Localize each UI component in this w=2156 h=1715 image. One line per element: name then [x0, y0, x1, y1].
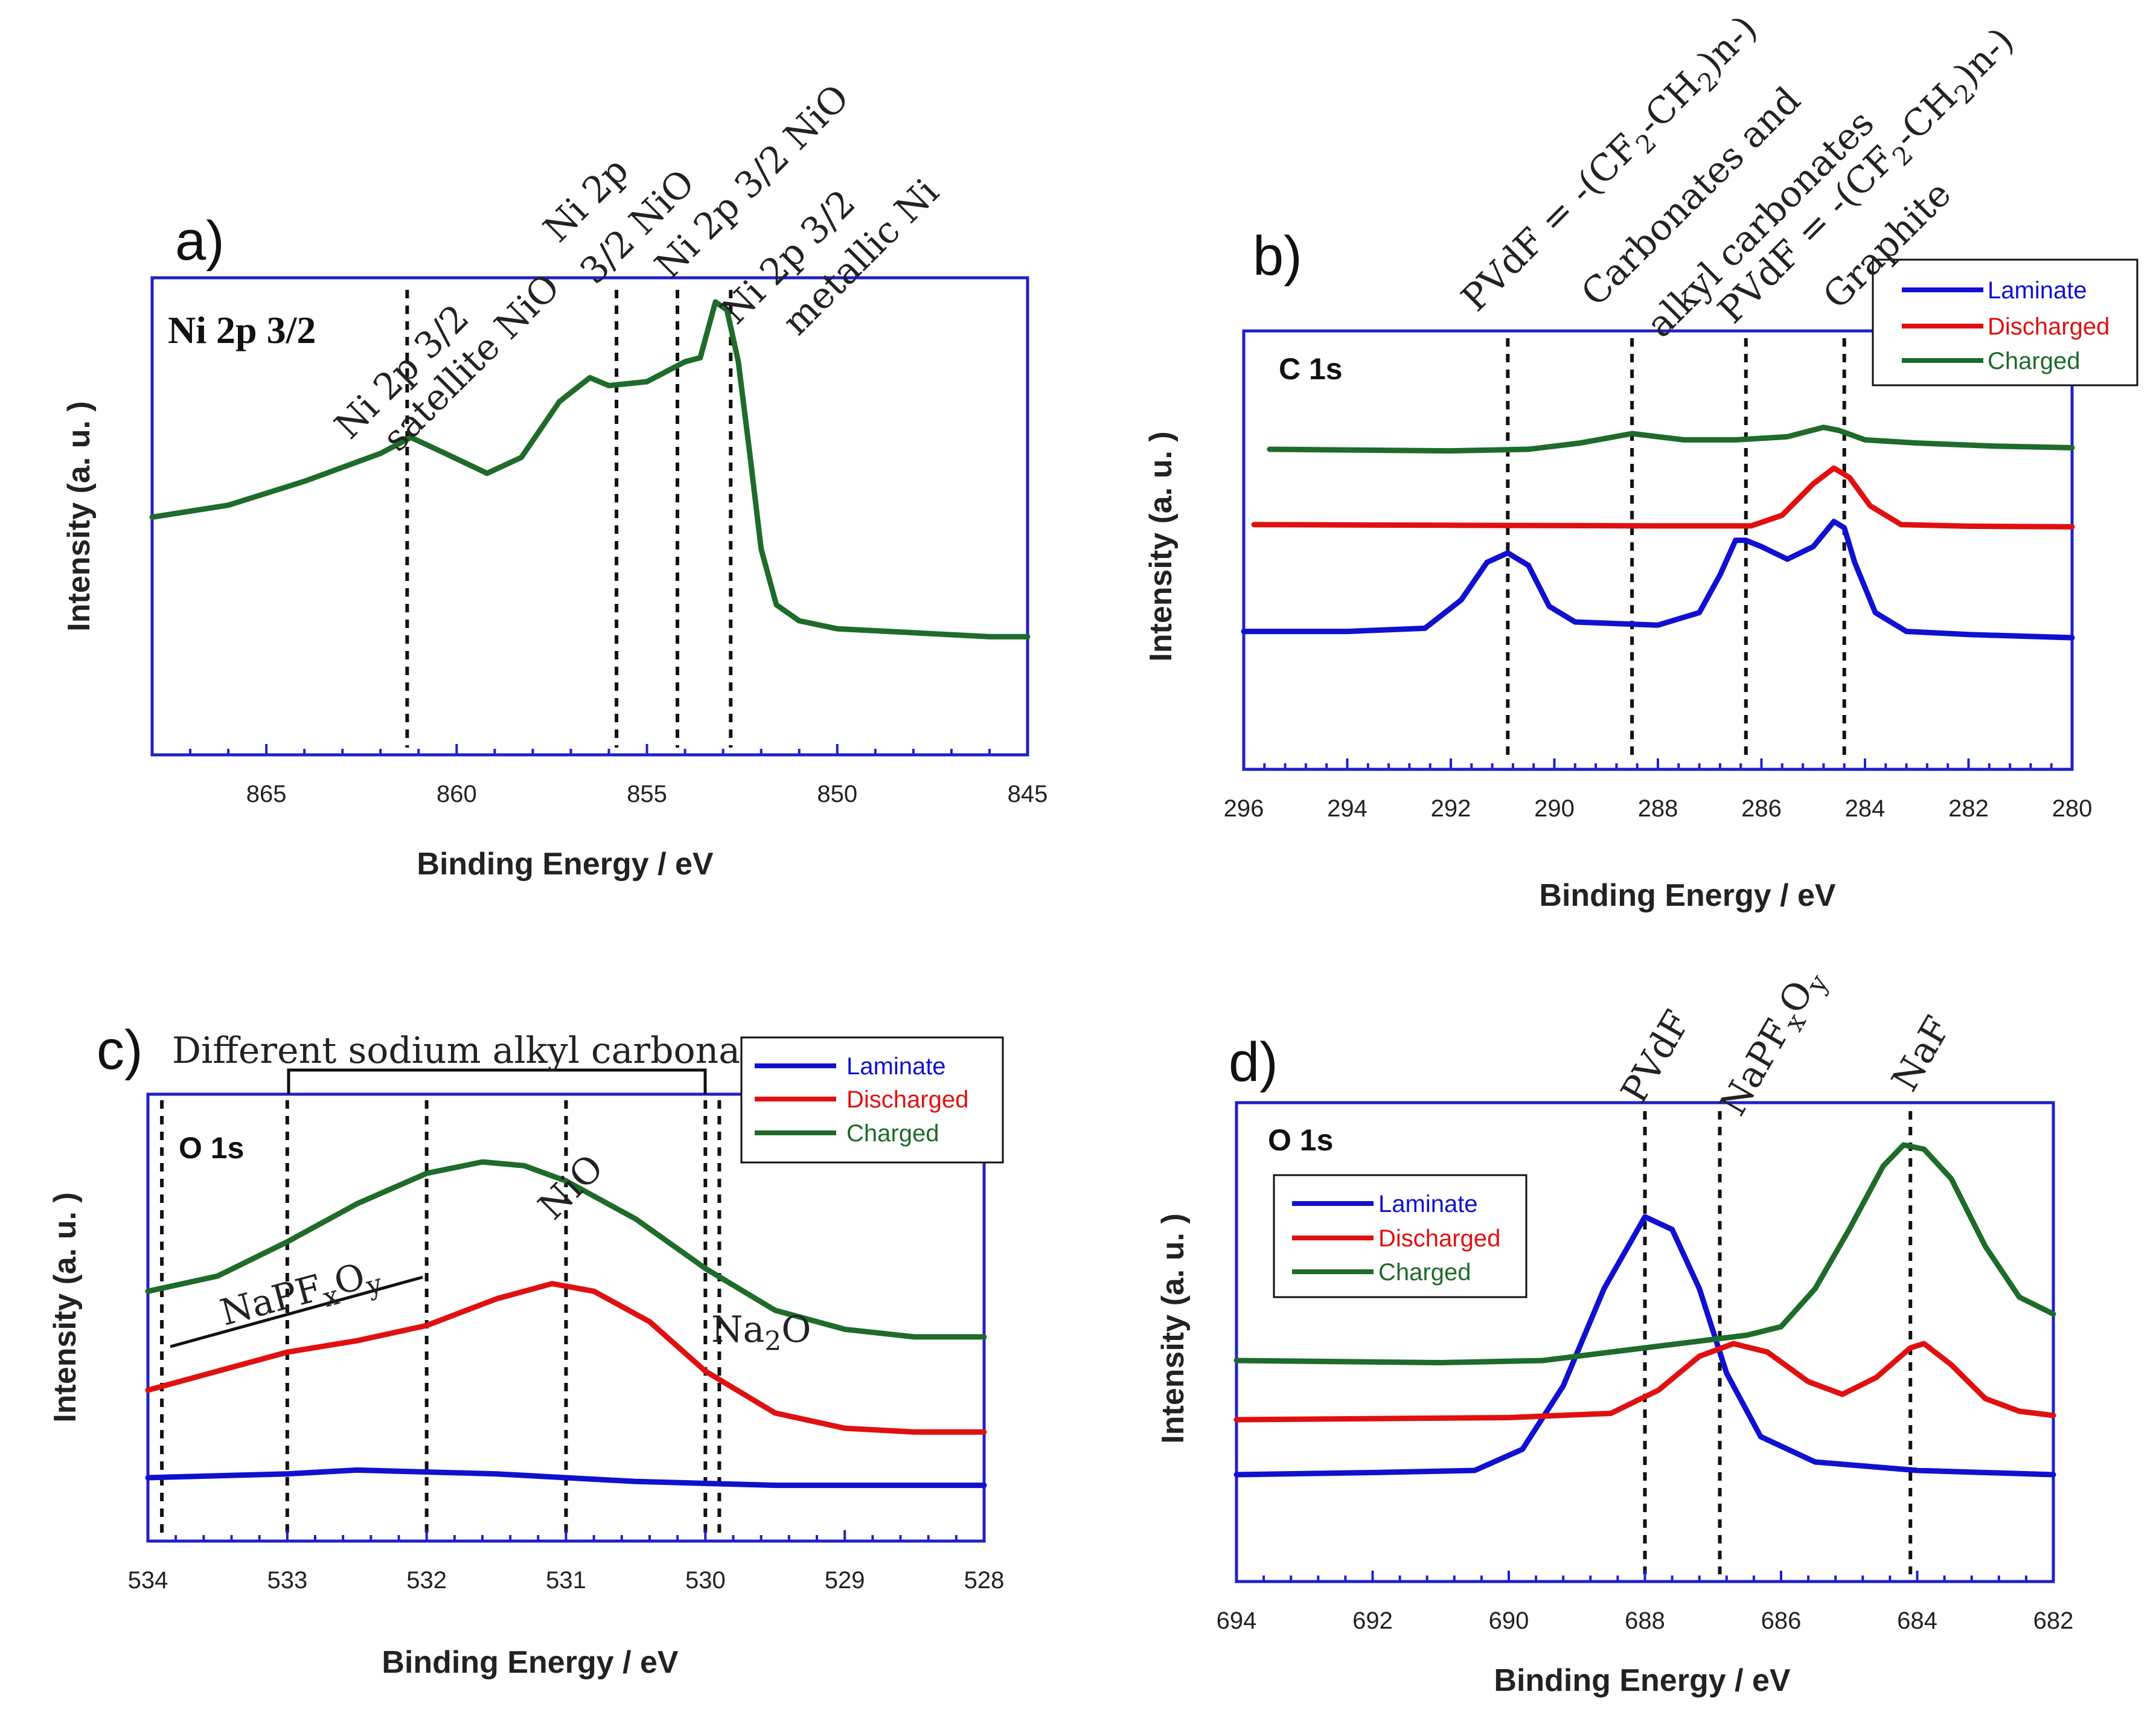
panel-a-xtick-label: 850 [817, 781, 857, 807]
panel-a-xtick-label: 865 [246, 781, 287, 807]
panel-b: b) C 1s 296 294 292 290 288 286 284 282 280 Bind… [1144, 7, 2138, 913]
panel-b-legend-charged: Charged [1988, 348, 2080, 374]
panel-b-xtick-label: 290 [1534, 795, 1575, 822]
panel-c-xtick-label: 529 [825, 1567, 865, 1594]
panel-b-series-charged [1267, 425, 2075, 454]
panel-c-annotation-carbonates: Different sodium alkyl carbonates [172, 1030, 795, 1072]
panel-d-series-laminate [1233, 1214, 2056, 1478]
panel-b-plot-frame [1242, 329, 2074, 771]
panel-c-xtick-label: 528 [964, 1567, 1005, 1594]
panel-d-xtick-label: 694 [1217, 1608, 1257, 1634]
panel-d-title: O 1s [1268, 1123, 1333, 1157]
panel-c-title: O 1s [179, 1131, 244, 1165]
panel-b-legend-laminate: Laminate [1988, 277, 2087, 304]
panel-b-xtick-label: 294 [1327, 795, 1367, 822]
panel-c-label: c) [97, 1019, 143, 1081]
panel-d-legend-charged: Charged [1378, 1259, 1471, 1286]
panel-b-xtick-label: 288 [1638, 795, 1678, 822]
panel-d-xlabel: Binding Energy / eV [1494, 1663, 1790, 1698]
panel-b-series-laminate [1241, 519, 2075, 641]
panel-b-xtick-label: 292 [1431, 795, 1471, 822]
panel-d-xtick-label: 682 [2033, 1608, 2074, 1634]
panel-b-label: b) [1253, 225, 1302, 287]
panel-d-annotation-napfxoy-main: NaPF [1712, 1013, 1800, 1123]
panel-c-annotation-na2o-end: O [781, 1309, 811, 1351]
panel-c-xtick-label: 531 [546, 1567, 586, 1594]
panel-d-label: d) [1229, 1031, 1278, 1093]
panel-c-xtick-label: 530 [685, 1567, 726, 1594]
panel-a-xlabel: Binding Energy / eV [417, 847, 713, 882]
panel-c: c) O 1s 534 533 532 531 530 529 528 Binding En… [48, 1019, 1004, 1680]
panel-d: d) O 1s 694 692 690 688 686 684 682 Binding En… [1156, 961, 2074, 1698]
panel-c-carbonates-bracket [287, 1068, 707, 1094]
panel-a: a) Ni 2p 3/2 865 860 855 850 845 Binding Ene… [62, 77, 1048, 882]
panel-c-xtick-label: 533 [267, 1567, 307, 1594]
panel-b-xtick-label: 284 [1845, 795, 1886, 822]
panel-d-annotation-napfxoy: NaPFxOy [1712, 961, 1835, 1126]
panel-c-series-laminate [145, 1467, 987, 1489]
panel-b-xtick-label: 286 [1741, 795, 1782, 822]
panel-c-annotation-napfxoy-main: NaPF [216, 1267, 327, 1335]
panel-d-xtick-label: 692 [1352, 1608, 1393, 1634]
panel-d-xtick-label: 686 [1761, 1608, 1802, 1634]
panel-c-legend-discharged: Discharged [846, 1086, 968, 1113]
panel-a-series-ni-2p-3-2 [149, 299, 1031, 640]
panel-d-series-charged [1233, 1142, 2056, 1365]
panel-b-xtick-label: 296 [1224, 795, 1264, 822]
panel-a-ylabel: Intensity (a. u. ) [62, 401, 97, 631]
panel-d-xtick-label: 688 [1625, 1608, 1665, 1634]
panel-c-legend: Laminate Discharged Charged [740, 1036, 1004, 1164]
panel-c-napfxoy-bracket [170, 1275, 423, 1348]
panel-d-xtick-label: 684 [1897, 1608, 1937, 1634]
panel-c-legend-charged: Charged [846, 1120, 939, 1147]
panel-a-xtick-label: 860 [437, 781, 477, 807]
panel-d-legend-discharged: Discharged [1378, 1225, 1500, 1252]
panel-c-xtick-label: 532 [406, 1567, 447, 1594]
panel-c-series-charged [145, 1159, 987, 1340]
panel-b-legend-discharged: Discharged [1988, 313, 2110, 340]
panel-c-series-discharged [145, 1281, 987, 1435]
panel-c-annotation-na2o: Na2O [711, 1309, 811, 1357]
panel-a-label: a) [175, 210, 225, 272]
panel-c-annotation-na2o-main: Na [711, 1309, 764, 1351]
panel-c-xtick-label: 534 [128, 1567, 168, 1594]
panel-b-xtick-label: 282 [1948, 795, 1989, 822]
panel-b-xlabel: Binding Energy / eV [1539, 878, 1835, 913]
panel-c-annotation-na2o-sub: 2 [764, 1326, 781, 1357]
panel-d-legend-laminate: Laminate [1378, 1191, 1478, 1217]
panel-b-ylabel: Intensity (a. u. ) [1144, 431, 1179, 661]
panel-c-xlabel: Binding Energy / eV [382, 1645, 678, 1680]
panel-c-ylabel: Intensity (a. u. ) [48, 1192, 83, 1422]
panel-b-legend: Laminate Discharged Charged [1872, 258, 2138, 386]
panel-c-annotation-nio: NiO [530, 1146, 612, 1228]
panel-d-annotation-naf: NaF [1884, 1009, 1960, 1098]
panel-a-xtick-label: 855 [627, 781, 667, 807]
panel-d-annotation-pvdf: PVdF [1613, 1004, 1698, 1111]
panel-c-legend-laminate: Laminate [846, 1053, 946, 1080]
panel-d-ylabel: Intensity (a. u. ) [1156, 1213, 1191, 1443]
panel-d-legend: Laminate Discharged Charged [1273, 1174, 1527, 1298]
panel-a-xtick-label: 845 [1008, 781, 1048, 807]
panel-d-series-discharged [1233, 1341, 2056, 1423]
panel-d-xtick-label: 690 [1489, 1608, 1529, 1634]
panel-a-title: Ni 2p 3/2 [168, 309, 316, 351]
panel-b-xtick-label: 280 [2052, 795, 2093, 822]
panel-b-title: C 1s [1279, 352, 1343, 386]
panel-b-series-discharged [1251, 465, 2075, 530]
